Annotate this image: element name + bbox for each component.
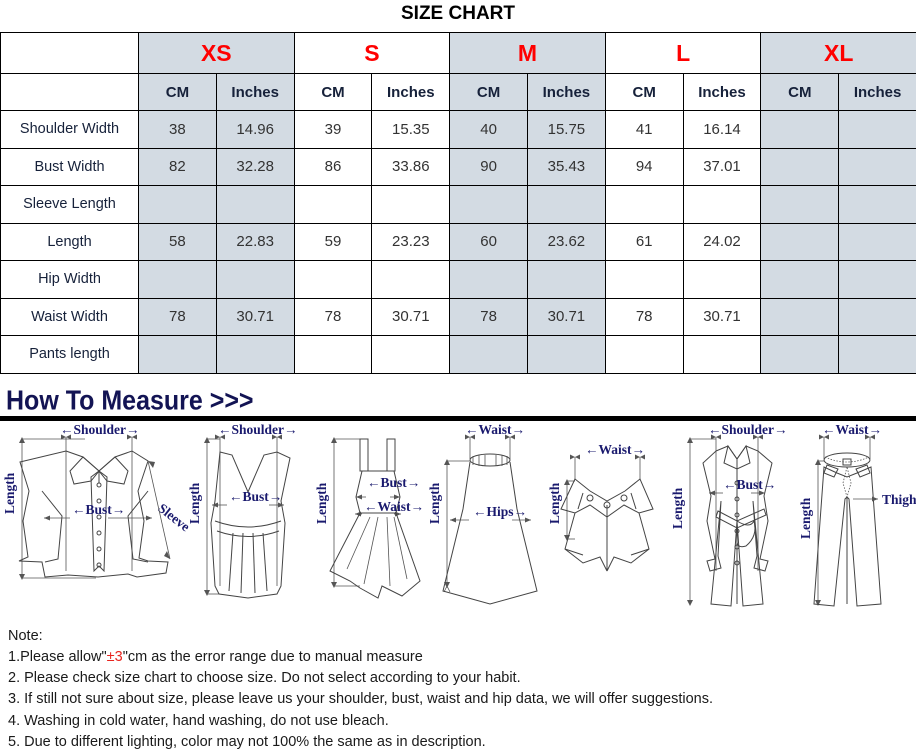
svg-text:←Hips→: ←Hips→: [473, 504, 527, 519]
svg-text:Length: Length: [670, 487, 685, 529]
svg-text:←Bust→: ←Bust→: [229, 489, 282, 504]
svg-text:←Bust→: ←Bust→: [72, 502, 125, 517]
svg-text:←Waist→: ←Waist→: [465, 422, 525, 437]
svg-text:Length: Length: [314, 482, 329, 524]
svg-text:←Waist→: ←Waist→: [822, 422, 882, 437]
svg-text:Length: Length: [547, 482, 562, 524]
svg-text:←Shoulder→: ←Shoulder→: [708, 422, 788, 437]
svg-text:Length: Length: [427, 482, 442, 524]
svg-text:←Waist→: ←Waist→: [364, 499, 424, 514]
svg-text:Length: Length: [187, 482, 202, 524]
svg-text:←Waist→: ←Waist→: [585, 442, 645, 457]
svg-text:←Bust→: ←Bust→: [367, 475, 420, 490]
svg-text:Thigh: Thigh: [882, 492, 916, 507]
svg-text:←Shoulder→: ←Shoulder→: [60, 422, 140, 437]
svg-text:←Bust→: ←Bust→: [723, 477, 776, 492]
svg-text:Length: Length: [798, 497, 813, 539]
svg-text:←Shoulder→: ←Shoulder→: [218, 422, 298, 437]
svg-text:Length: Length: [2, 472, 17, 514]
